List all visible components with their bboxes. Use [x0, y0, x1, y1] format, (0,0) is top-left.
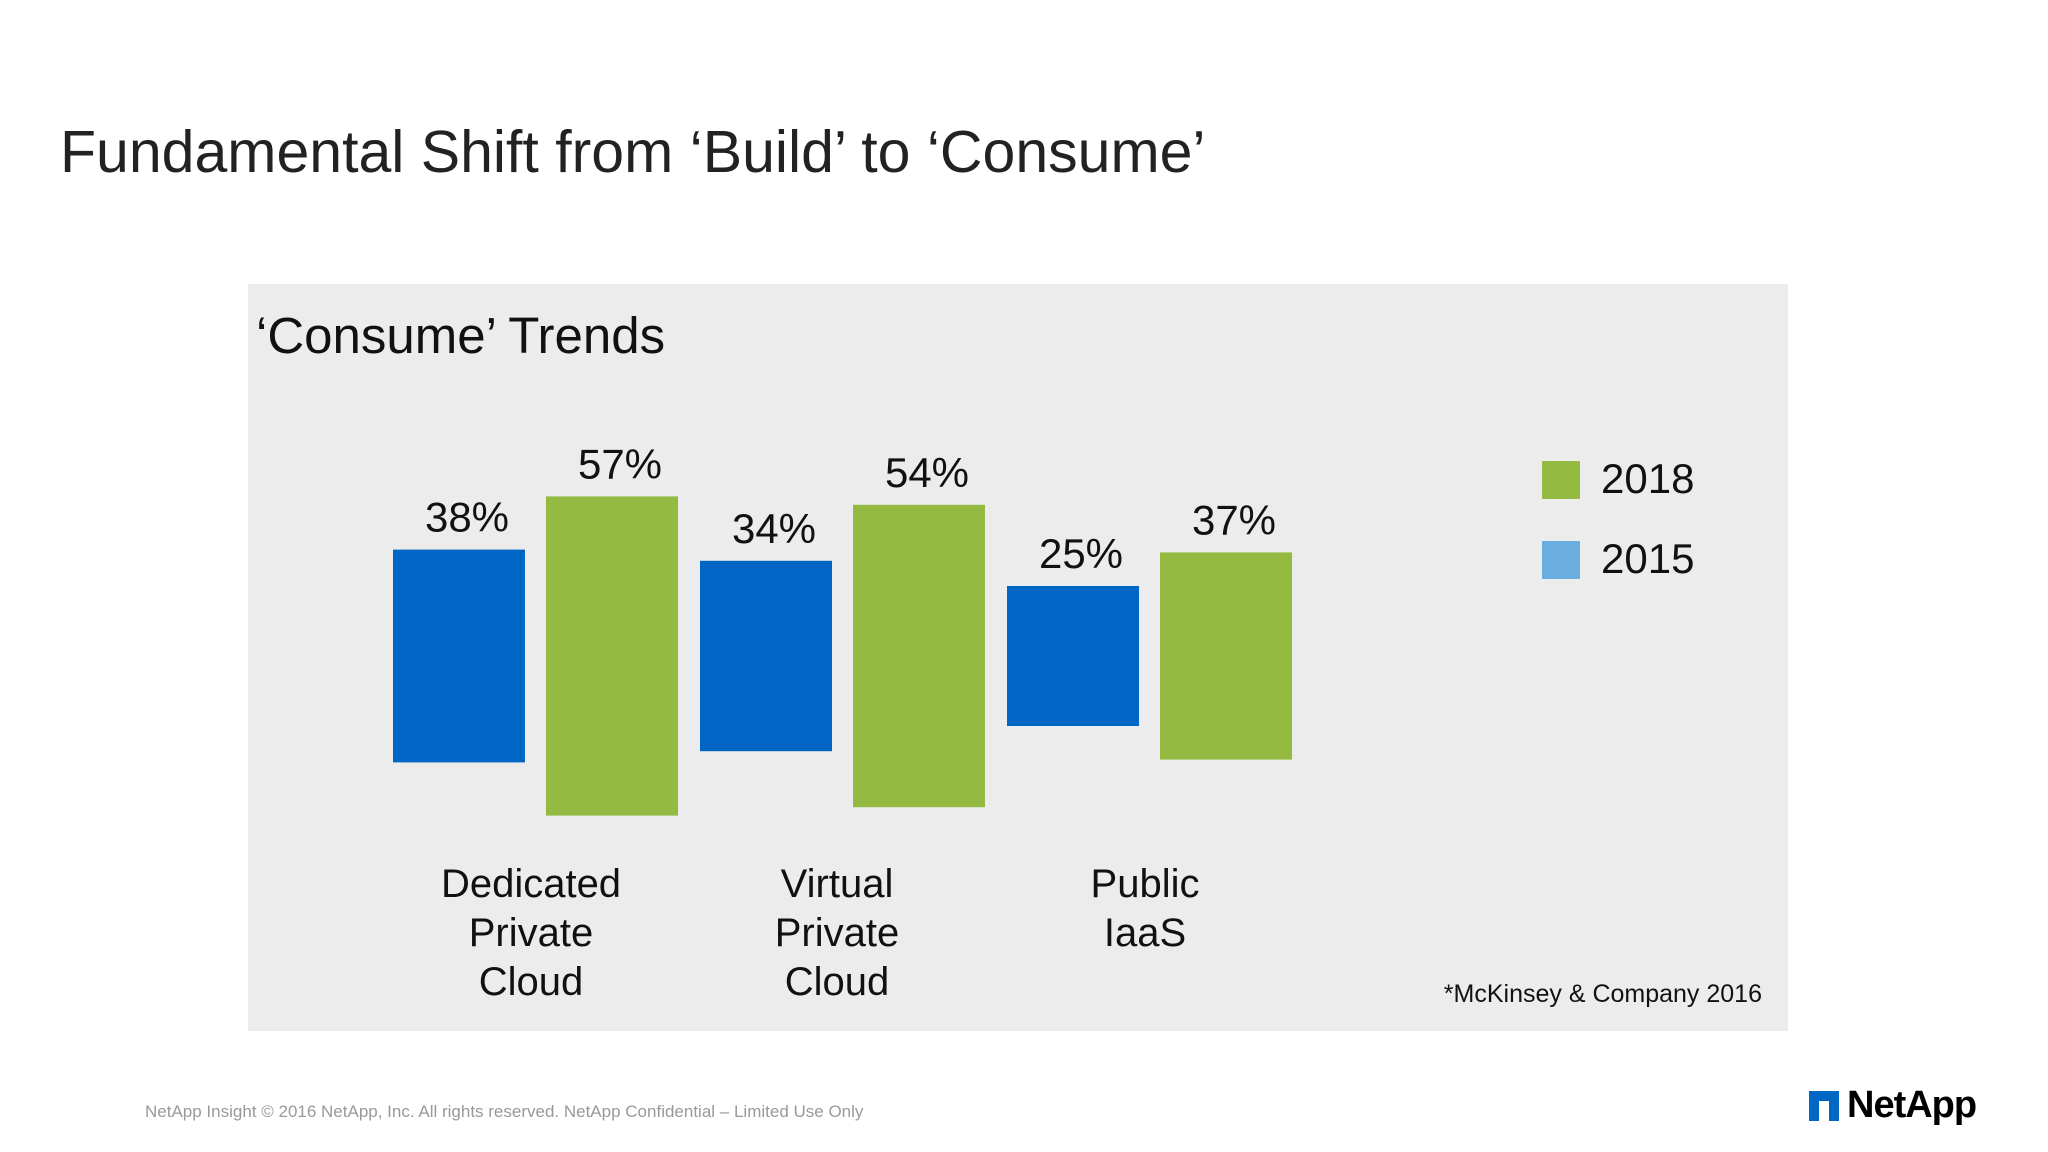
bar-2015-1 — [700, 560, 832, 752]
legend-label-2015: 2015 — [1601, 535, 1695, 582]
legend-swatch-2018 — [1542, 461, 1580, 499]
netapp-logo-icon — [1809, 1090, 1839, 1121]
logo-text: NetApp — [1847, 1084, 1977, 1126]
category-line: Virtual — [780, 862, 894, 906]
bar-2015-0 — [393, 549, 525, 763]
slide-title: Fundamental Shift from ‘Build’ to ‘Consu… — [60, 119, 1206, 185]
data-label-2018-0: 57% — [578, 440, 662, 487]
footer-text: NetApp Insight © 2016 NetApp, Inc. All r… — [145, 1102, 864, 1121]
legend-label-2018: 2018 — [1601, 455, 1695, 502]
data-label-2018-2: 37% — [1192, 496, 1276, 543]
category-line: Dedicated — [440, 862, 622, 906]
category-line: Private — [468, 911, 594, 955]
netapp-logo: NetApp — [1809, 1084, 1977, 1127]
data-label-2015-0: 38% — [425, 494, 509, 541]
category-label-0: Dedicated Private Cloud — [381, 860, 681, 1007]
data-label-2018-1: 54% — [885, 449, 969, 496]
category-label-1: Virtual Private Cloud — [687, 860, 987, 1007]
source-note: *McKinsey & Company 2016 — [1443, 980, 1762, 1008]
category-line: Public — [1090, 862, 1200, 906]
bar-2018-1 — [853, 504, 985, 808]
chart-title: ‘Consume’ Trends — [256, 307, 666, 364]
category-line: Cloud — [784, 960, 890, 1004]
legend-swatch-2015 — [1542, 541, 1580, 579]
data-label-2015-1: 34% — [732, 505, 816, 552]
category-line: Cloud — [478, 960, 584, 1004]
category-line: IaaS — [1103, 911, 1187, 955]
bar-2018-0 — [546, 496, 678, 816]
bar-2018-2 — [1160, 552, 1292, 760]
data-label-2015-2: 25% — [1039, 530, 1123, 577]
category-line: Private — [774, 911, 900, 955]
bar-2015-2 — [1007, 586, 1139, 726]
category-label-2: Public IaaS — [995, 860, 1295, 958]
